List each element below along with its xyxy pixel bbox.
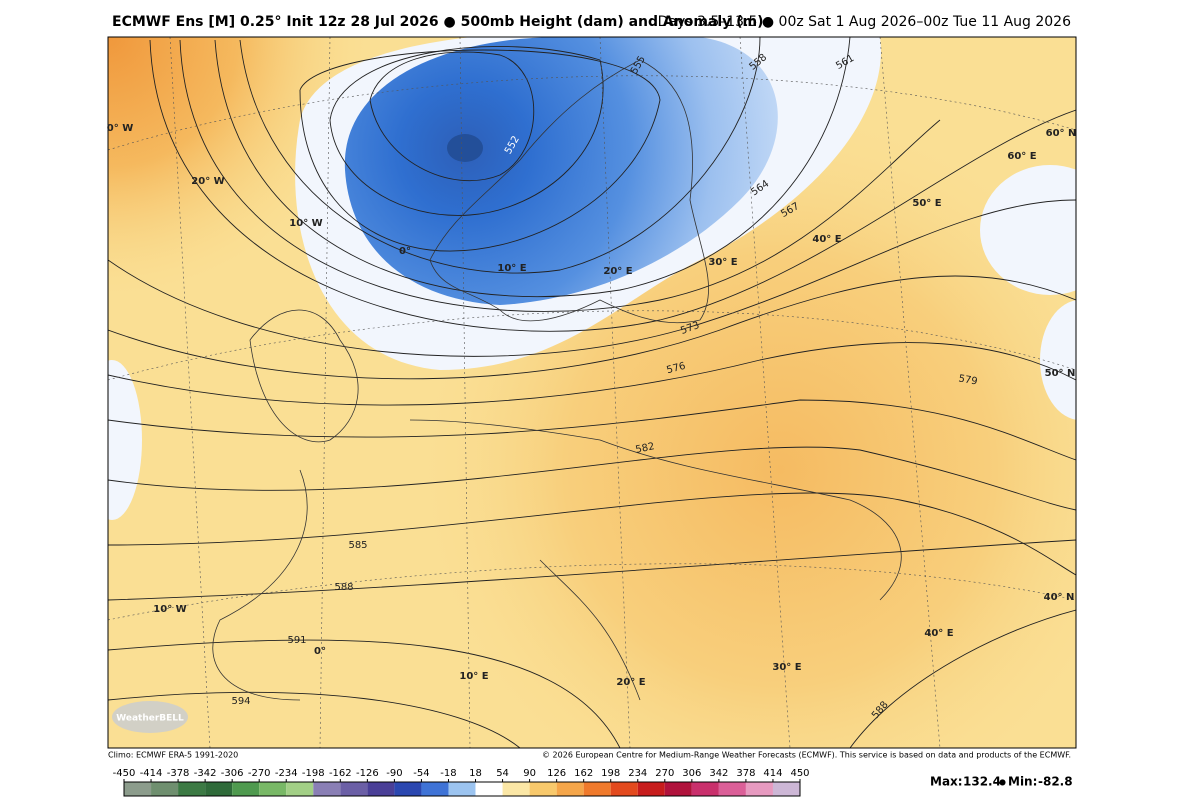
colorbar-tick-label: 414 — [763, 768, 782, 779]
colorbar-tick-label: 306 — [682, 768, 701, 779]
colorbar-cell — [286, 782, 314, 796]
graticule-label: 10° E — [459, 671, 488, 682]
colorbar-cell — [772, 782, 800, 796]
graticule-labels: 0° W 20° W 10° W 0° 10° E 20° E 30° E 40° E 50° … — [107, 123, 1077, 688]
logo-badge — [112, 701, 188, 733]
colorbar-cell — [421, 782, 449, 796]
colorbar-tick-label: -54 — [413, 768, 429, 779]
graticule-label: 10° W — [289, 218, 322, 229]
colorbar-tick-label: -234 — [275, 768, 298, 779]
graticule-label: 0° — [314, 646, 326, 657]
graticule-label: 0° — [399, 246, 411, 257]
colorbar-tick-label: 18 — [469, 768, 482, 779]
colorbar-tick-label: 378 — [736, 768, 755, 779]
colorbar-tick-label: -18 — [440, 768, 456, 779]
header-right: Days 3.5–13.5 ● 00z Sat 1 Aug 2026–00z T… — [658, 14, 1071, 30]
graticule-label: 20° W — [191, 176, 224, 187]
graticule-label: 40° E — [924, 628, 953, 639]
colorbar-cell — [313, 782, 341, 796]
footer-right: © 2026 European Centre for Medium-Range … — [542, 751, 1071, 760]
graticule-label: 30° E — [708, 257, 737, 268]
graticule-label: 50° E — [912, 198, 941, 209]
max-label: Max: — [930, 775, 963, 789]
colorbar-tick-label: -342 — [194, 768, 217, 779]
colorbar-tick-label: -306 — [221, 768, 244, 779]
colorbar-tick-label: -90 — [386, 768, 402, 779]
colorbar-cell — [745, 782, 773, 796]
colorbar-cell — [394, 782, 422, 796]
contour-label: 585 — [348, 540, 367, 551]
colorbar-tick-label: -162 — [329, 768, 352, 779]
colorbar-cell — [556, 782, 584, 796]
colorbar-cell — [583, 782, 611, 796]
colorbar-tick-label: -198 — [302, 768, 325, 779]
colorbar-tick-label: -270 — [248, 768, 271, 779]
footer-left: Climo: ECMWF ERA-5 1991-2020 — [108, 751, 238, 760]
colorbar-cell — [205, 782, 233, 796]
colorbar-tick-label: 54 — [496, 768, 509, 779]
stats: Max: 132.4 ● Min: -82.8 — [930, 775, 1073, 789]
colorbar-cell — [529, 782, 557, 796]
graticule-label: 10° E — [497, 263, 526, 274]
min-label: Min: — [1008, 775, 1037, 789]
map — [108, 37, 1076, 748]
colorbar-tick-label: 342 — [709, 768, 728, 779]
contour-label: 588 — [334, 582, 353, 593]
colorbar-cell — [259, 782, 287, 796]
colorbar-tick-label: 270 — [655, 768, 674, 779]
colorbar-cell — [637, 782, 665, 796]
colorbar-cell — [502, 782, 530, 796]
colorbar-cell — [367, 782, 395, 796]
colorbar-cell — [610, 782, 638, 796]
graticule-label: 40° N — [1044, 592, 1075, 603]
graticule-label: 60° E — [1007, 151, 1036, 162]
graticule-label: 50° N — [1045, 368, 1076, 379]
colorbar-cell — [232, 782, 260, 796]
graticule-label: 30° E — [772, 662, 801, 673]
graticule-label: 20° E — [616, 677, 645, 688]
graticule-label: 0° W — [107, 123, 133, 134]
colorbar-cell — [340, 782, 368, 796]
graticule-label: 10° W — [153, 604, 186, 615]
colorbar-tick-label: 90 — [523, 768, 536, 779]
contour-label: 576 — [665, 361, 686, 377]
graticule-label: 60° N — [1046, 128, 1077, 139]
contour-label: 582 — [635, 441, 656, 456]
colorbar-tick-label: -414 — [140, 768, 163, 779]
colorbar-cell — [475, 782, 503, 796]
colorbar-tick-label: 198 — [601, 768, 620, 779]
contour-label: 594 — [231, 696, 250, 707]
colorbar-tick-label: 162 — [574, 768, 593, 779]
colorbar-cell — [124, 782, 152, 796]
logo: WeatherBELL — [116, 714, 184, 724]
colorbar-frame — [123, 781, 801, 797]
colorbar-tick-label: 234 — [628, 768, 647, 779]
max-value: 132.4 — [963, 775, 1001, 789]
graticule-label: 20° E — [603, 266, 632, 277]
colorbar: -450 -414 -378 -342 -306 -270 -234 -198 -162 -126… — [113, 768, 810, 797]
colorbar-cell — [664, 782, 692, 796]
graticule-label: 40° E — [812, 234, 841, 245]
colorbar-tick-label: 126 — [547, 768, 566, 779]
header-left: ECMWF Ens [M] 0.25° Init 12z 28 Jul 2026… — [112, 14, 764, 30]
colorbar-cell — [718, 782, 746, 796]
colorbar-tick-label: 450 — [790, 768, 809, 779]
colorbar-tick-label: -450 — [113, 768, 136, 779]
colorbar-tick-label: -126 — [356, 768, 379, 779]
colorbar-cell — [691, 782, 719, 796]
colorbar-cell — [178, 782, 206, 796]
separator: ● — [999, 778, 1006, 787]
colorbar-cell — [151, 782, 179, 796]
min-value: -82.8 — [1038, 775, 1073, 789]
contour-label: 579 — [958, 373, 979, 387]
contour-label: 591 — [287, 635, 306, 646]
map-frame — [107, 36, 1077, 749]
colorbar-cell — [448, 782, 476, 796]
colorbar-tick-label: -378 — [167, 768, 190, 779]
